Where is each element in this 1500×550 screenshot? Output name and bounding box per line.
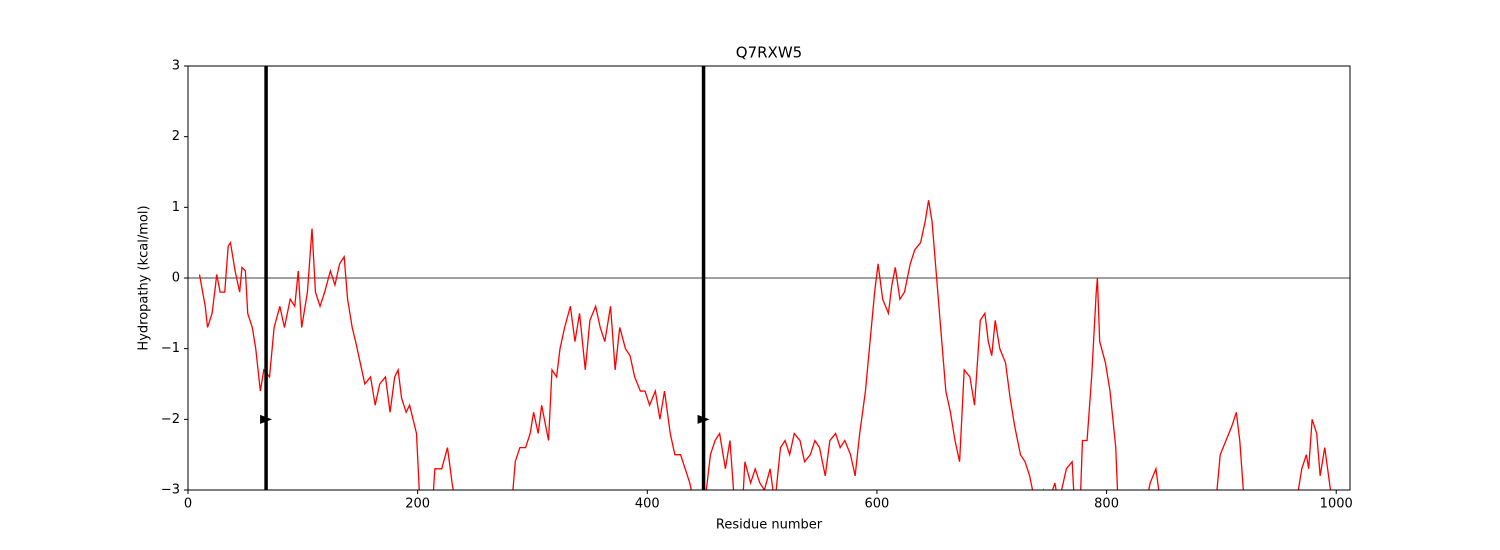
x-tick-label: 600 — [865, 497, 890, 512]
x-axis-label: Residue number — [716, 518, 823, 533]
y-tick-label: 3 — [172, 59, 180, 74]
plot-frame — [187, 65, 1351, 491]
x-tick-label: 1000 — [1320, 497, 1353, 512]
x-tick-label: 0 — [184, 497, 192, 512]
plot-area — [188, 200, 1350, 490]
x-tick-label: 400 — [635, 497, 660, 512]
hydropathy-line — [198, 200, 1332, 490]
marker — [260, 414, 273, 424]
y-tick-label: 2 — [172, 129, 180, 144]
y-tick-label: −3 — [161, 483, 180, 498]
y-tick-label: −1 — [161, 341, 180, 356]
y-tick-label: 1 — [172, 200, 180, 215]
x-tick-label: 200 — [405, 497, 430, 512]
x-tick-label: 800 — [1094, 497, 1119, 512]
y-tick-label: 0 — [172, 271, 180, 286]
y-tick-label: −2 — [161, 412, 180, 427]
chart-title: Q7RXW5 — [736, 44, 802, 62]
marker — [697, 414, 710, 424]
y-axis-label: Hydropathy (kcal/mol) — [137, 205, 152, 350]
